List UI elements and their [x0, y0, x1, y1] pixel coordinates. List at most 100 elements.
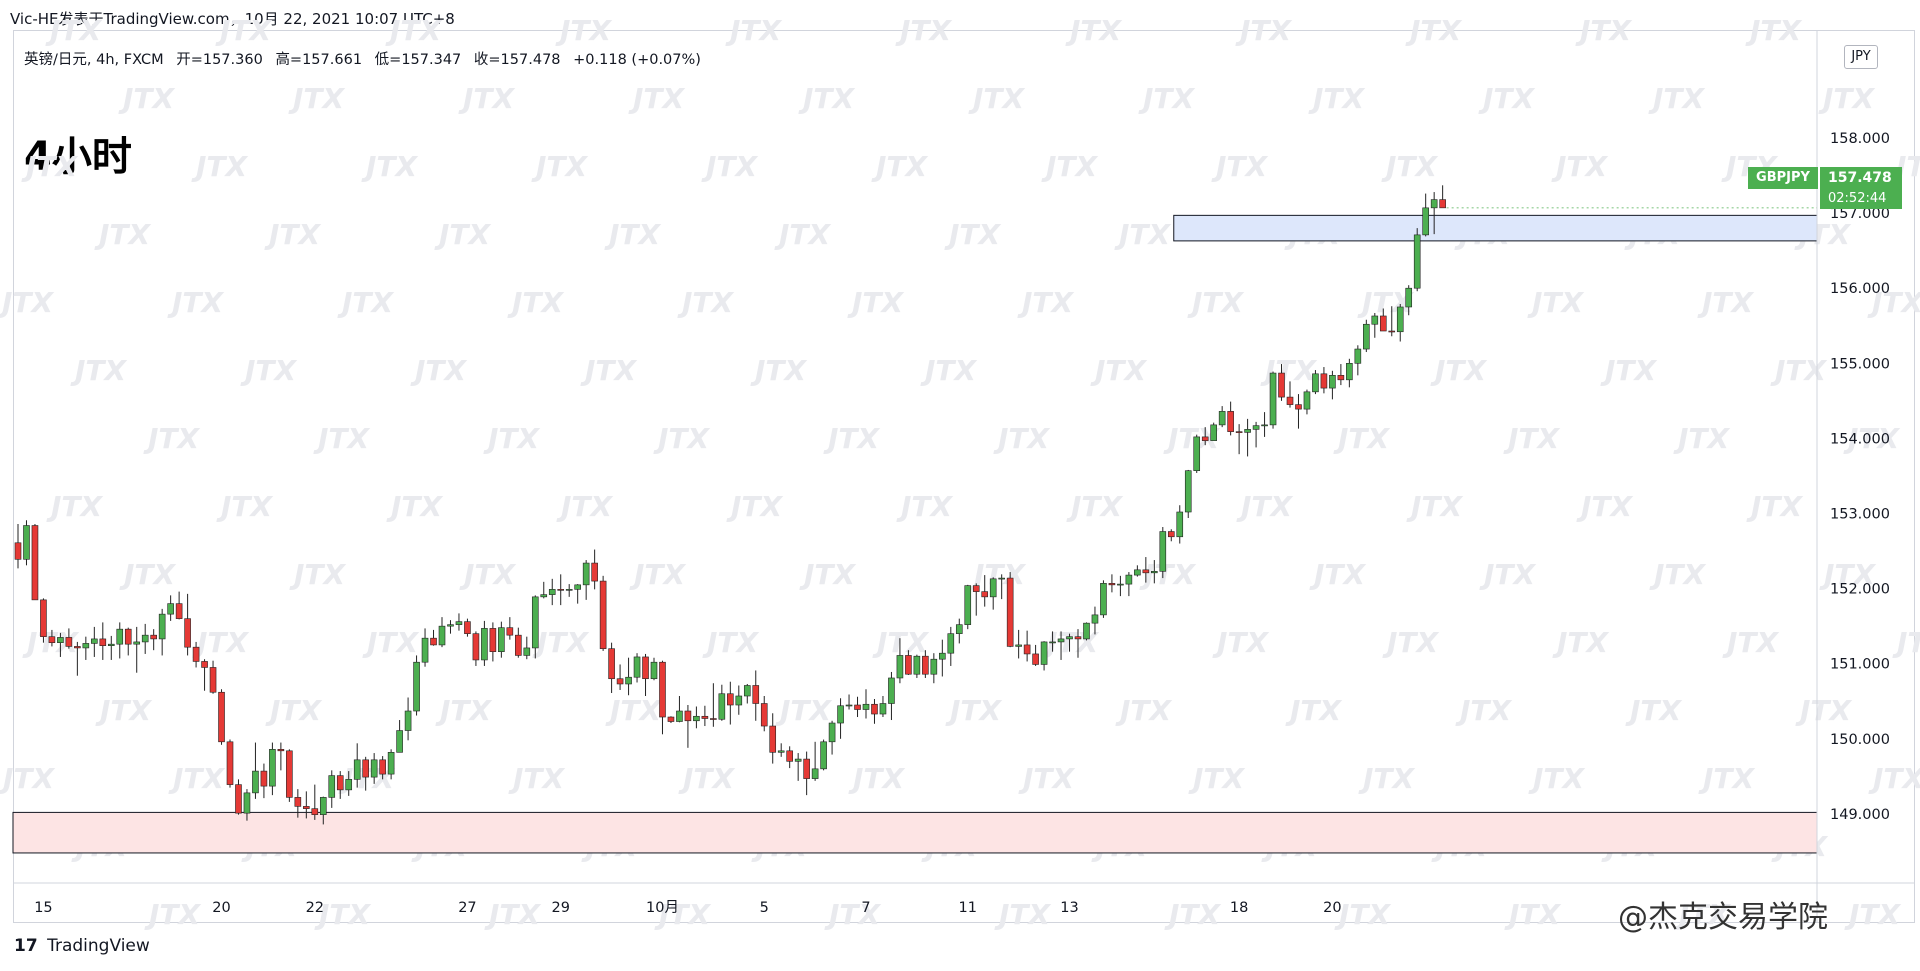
candle-body[interactable] — [794, 758, 802, 762]
candle-body[interactable] — [591, 562, 598, 582]
candle-body[interactable] — [269, 749, 276, 787]
candle-body[interactable] — [447, 624, 454, 627]
candle-body[interactable] — [684, 710, 692, 722]
candle-body[interactable] — [48, 636, 56, 643]
candle-body[interactable] — [506, 627, 514, 636]
candle-body[interactable] — [769, 725, 777, 753]
candle-body[interactable] — [1388, 330, 1396, 333]
candle-body[interactable] — [379, 759, 386, 775]
candle-body[interactable] — [922, 655, 929, 675]
candle-body[interactable] — [1151, 571, 1158, 574]
candle-body[interactable] — [421, 637, 429, 663]
candle-body[interactable] — [930, 658, 938, 675]
candle-body[interactable] — [192, 646, 200, 662]
candle-body[interactable] — [489, 628, 497, 652]
candle-body[interactable] — [531, 596, 539, 649]
candle-body[interactable] — [667, 716, 675, 722]
candle-body[interactable] — [311, 808, 319, 815]
candle-body[interactable] — [1049, 641, 1056, 644]
candle-body[interactable] — [1125, 574, 1133, 585]
candle-body[interactable] — [1091, 614, 1099, 624]
candle-body[interactable] — [676, 710, 683, 722]
candle-body[interactable] — [659, 661, 666, 718]
candle-body[interactable] — [345, 779, 353, 791]
candle-body[interactable] — [718, 693, 726, 720]
candle-body[interactable] — [1108, 583, 1116, 586]
candle-body[interactable] — [777, 750, 785, 753]
candle-body[interactable] — [989, 578, 997, 598]
candle-body[interactable] — [548, 589, 556, 595]
candle-body[interactable] — [1066, 636, 1073, 640]
candle-body[interactable] — [1244, 429, 1251, 433]
candle-body[interactable] — [294, 797, 302, 807]
candle-body[interactable] — [1227, 411, 1234, 432]
candle-body[interactable] — [1320, 373, 1328, 389]
candle-body[interactable] — [107, 643, 115, 646]
candle-body[interactable] — [1083, 622, 1090, 640]
candle-body[interactable] — [328, 775, 336, 798]
candle-body[interactable] — [1405, 287, 1413, 308]
candle-body[interactable] — [1134, 569, 1141, 576]
candle-body[interactable] — [879, 703, 887, 715]
candle-body[interactable] — [167, 603, 174, 615]
candle-body[interactable] — [939, 652, 946, 660]
candle-body[interactable] — [226, 741, 234, 785]
candle-body[interactable] — [218, 691, 225, 743]
candle-body[interactable] — [464, 621, 471, 634]
candle-body[interactable] — [1430, 199, 1438, 209]
candle-body[interactable] — [404, 710, 412, 731]
candle-body[interactable] — [1422, 207, 1429, 236]
candle-body[interactable] — [1176, 511, 1184, 538]
candle-body[interactable] — [642, 656, 649, 680]
candle-body[interactable] — [998, 577, 1005, 580]
candle-body[interactable] — [828, 722, 836, 743]
candle-body[interactable] — [913, 655, 921, 675]
candle-body[interactable] — [701, 715, 709, 719]
candle-body[interactable] — [1337, 375, 1345, 381]
candle-body[interactable] — [947, 633, 955, 654]
candle-body[interactable] — [235, 784, 242, 814]
candle-body[interactable] — [14, 542, 22, 560]
candle-body[interactable] — [209, 667, 217, 693]
candle-body[interactable] — [175, 603, 183, 619]
candle-body[interactable] — [455, 621, 463, 625]
candle-body[interactable] — [693, 715, 700, 722]
candle-body[interactable] — [201, 661, 208, 668]
candle-body[interactable] — [888, 677, 895, 704]
candle-body[interactable] — [303, 806, 310, 809]
candle-body[interactable] — [854, 704, 861, 710]
candle-body[interactable] — [1252, 425, 1260, 430]
candle-body[interactable] — [116, 628, 124, 645]
candle-body[interactable] — [57, 637, 64, 643]
candle-body[interactable] — [1184, 470, 1192, 513]
candle-body[interactable] — [277, 749, 285, 752]
candle-body[interactable] — [1439, 199, 1446, 209]
candle-body[interactable] — [1235, 431, 1243, 433]
candle-body[interactable] — [362, 759, 369, 778]
candle-body[interactable] — [515, 634, 522, 656]
candle-body[interactable] — [91, 638, 98, 644]
candle-body[interactable] — [1312, 373, 1319, 393]
candle-body[interactable] — [743, 685, 751, 697]
candle-body[interactable] — [565, 589, 573, 591]
candle-body[interactable] — [752, 685, 760, 704]
candle-body[interactable] — [633, 656, 641, 678]
candle-body[interactable] — [133, 641, 141, 645]
candle-body[interactable] — [65, 637, 73, 647]
candle-body[interactable] — [786, 750, 793, 762]
candle-body[interactable] — [735, 695, 743, 706]
candle-body[interactable] — [286, 750, 293, 798]
candle-body[interactable] — [523, 647, 531, 656]
candle-body[interactable] — [1269, 372, 1277, 426]
candle-body[interactable] — [23, 525, 30, 560]
candle-body[interactable] — [1371, 315, 1379, 325]
candle-body[interactable] — [1303, 391, 1311, 410]
candle-body[interactable] — [396, 730, 403, 753]
candle-body[interactable] — [557, 589, 565, 591]
candle-body[interactable] — [1363, 323, 1370, 350]
candle-body[interactable] — [82, 643, 90, 649]
candle-body[interactable] — [1261, 424, 1268, 427]
candle-body[interactable] — [74, 646, 81, 649]
candle-body[interactable] — [955, 624, 963, 634]
